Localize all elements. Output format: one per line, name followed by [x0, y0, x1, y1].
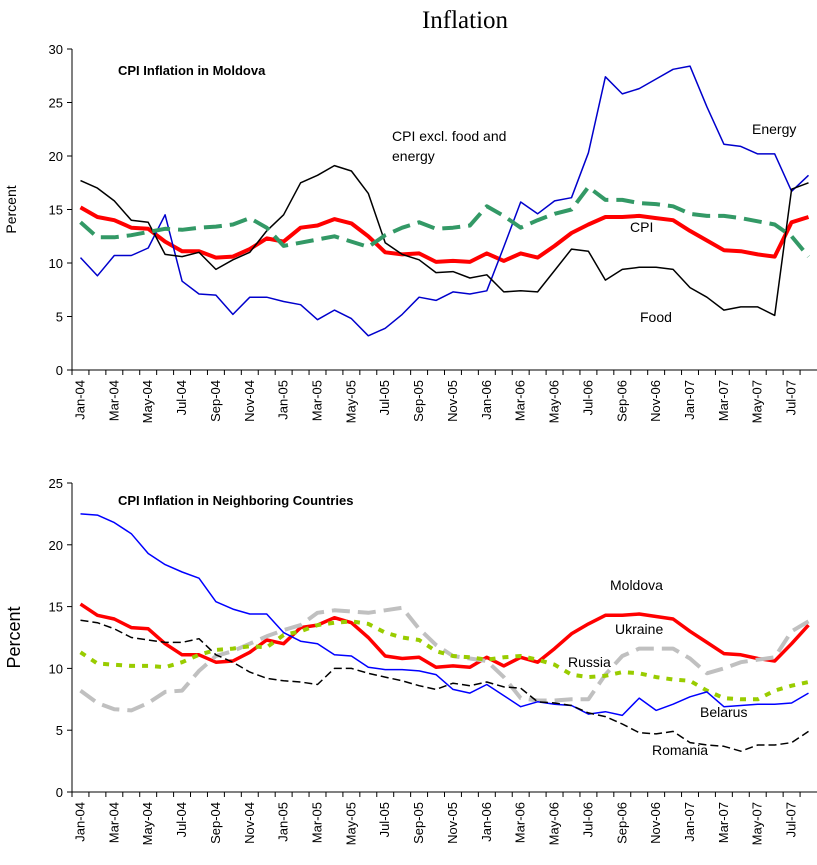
x-tick-label: Jul-05 — [377, 802, 392, 837]
x-tick-label: Nov-05 — [445, 802, 460, 844]
x-tick-label: Jul-05 — [377, 380, 392, 415]
y-tick-label: 25 — [49, 96, 63, 111]
y-tick-label: 10 — [49, 256, 63, 271]
x-tick-label: Nov-06 — [648, 802, 663, 844]
series-label: Food — [640, 309, 672, 325]
y-tick-label: 15 — [49, 203, 63, 218]
series-line — [79, 602, 810, 669]
y-tick-label: 0 — [56, 785, 63, 800]
x-tick-label: Jul-06 — [580, 802, 595, 837]
series-line — [79, 605, 810, 713]
series-line — [79, 619, 809, 702]
series-line — [79, 185, 811, 258]
series-label: CPI excl. food and energy — [392, 128, 507, 164]
x-tick-label: Mar-07 — [716, 802, 731, 843]
x-tick-label: Sep-05 — [411, 802, 426, 844]
x-tick-label: Nov-04 — [242, 380, 257, 422]
x-tick-label: Jan-05 — [276, 380, 291, 420]
x-tick-label: May-04 — [140, 380, 155, 423]
x-tick-label: May-05 — [343, 380, 358, 423]
series-label: Ukraine — [615, 621, 663, 637]
x-tick-label: Mar-06 — [513, 380, 528, 421]
x-tick-label: May-07 — [750, 380, 765, 423]
series-line — [80, 619, 809, 752]
x-tick-label: Jan-06 — [479, 802, 494, 842]
series-label: Moldova — [610, 577, 663, 593]
y-tick-label: 15 — [49, 600, 63, 615]
y-tick-label: 5 — [56, 723, 63, 738]
series-label-text: CPI excl. food and energy — [392, 128, 507, 164]
x-tick-label: Nov-05 — [445, 380, 460, 422]
x-tick-label: Jul-06 — [580, 380, 595, 415]
x-tick-label: Nov-06 — [648, 380, 663, 422]
series-label: Belarus — [700, 704, 747, 720]
y-tick-label: 25 — [49, 476, 63, 491]
x-tick-label: Sep-05 — [411, 380, 426, 422]
y-tick-label: 20 — [49, 149, 63, 164]
series-label: Energy — [752, 121, 796, 137]
x-tick-label: Mar-04 — [106, 380, 121, 421]
x-tick-label: May-07 — [750, 802, 765, 845]
x-tick-label: Sep-04 — [208, 802, 223, 844]
x-tick-label: Sep-04 — [208, 380, 223, 422]
x-tick-label: May-05 — [343, 802, 358, 845]
x-tick-label: Jan-05 — [276, 802, 291, 842]
y-axis-label: Percent — [4, 606, 24, 668]
y-axis-label: Percent — [3, 185, 19, 233]
x-tick-label: Jan-04 — [72, 380, 87, 420]
x-tick-label: Jul-07 — [784, 802, 799, 837]
x-tick-label: May-04 — [140, 802, 155, 845]
x-tick-label: Mar-07 — [716, 380, 731, 421]
x-tick-label: Sep-06 — [614, 380, 629, 422]
series-line — [79, 205, 810, 264]
x-tick-label: Mar-05 — [310, 802, 325, 843]
y-tick-label: 0 — [56, 363, 63, 378]
x-tick-label: Sep-06 — [614, 802, 629, 844]
x-tick-label: Jan-07 — [682, 380, 697, 420]
chart-subtitle: CPI Inflation in Neighboring Countries — [118, 493, 353, 508]
x-tick-label: Jul-04 — [174, 380, 189, 415]
series-line — [80, 513, 809, 717]
x-tick-label: Jan-04 — [72, 802, 87, 842]
x-tick-label: May-06 — [547, 380, 562, 423]
x-tick-label: Mar-06 — [513, 802, 528, 843]
x-tick-label: Jan-06 — [479, 380, 494, 420]
x-tick-label: Mar-04 — [106, 802, 121, 843]
figure-title: Inflation — [422, 7, 509, 34]
y-tick-label: 30 — [49, 42, 63, 57]
y-tick-label: 5 — [56, 310, 63, 325]
x-tick-label: Mar-05 — [310, 380, 325, 421]
series-label: Romania — [652, 742, 708, 758]
y-tick-label: 10 — [49, 661, 63, 676]
series-label: CPI — [630, 219, 653, 235]
series-line — [80, 164, 809, 317]
x-tick-label: Jul-04 — [174, 802, 189, 837]
x-tick-label: Nov-04 — [242, 802, 257, 844]
series-line — [79, 65, 810, 337]
series-label: Russia — [568, 654, 611, 670]
y-tick-label: 20 — [49, 538, 63, 553]
x-tick-label: Jul-07 — [784, 380, 799, 415]
x-tick-label: Jan-07 — [682, 802, 697, 842]
chart-subtitle: CPI Inflation in Moldova — [118, 63, 266, 78]
x-tick-label: May-06 — [547, 802, 562, 845]
